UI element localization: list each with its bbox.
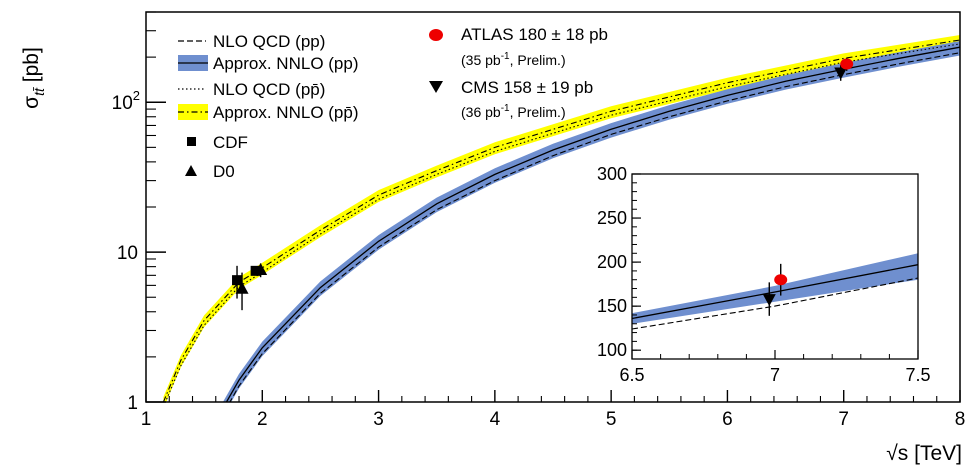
x-tick-label: 5 (606, 409, 617, 430)
cdf-point (232, 275, 243, 286)
inset-y-tick-label: 250 (597, 208, 627, 228)
x-tick-label: 6 (722, 409, 733, 430)
legend-right: ATLAS 180 ± 18 pb (35 pb-1, Prelim.) CMS… (429, 25, 608, 120)
inset-plot: 6.5 7 7.5 100 150 200 250 300 (597, 164, 931, 385)
atlas-point (840, 58, 854, 70)
x-axis-title: √s [TeV] (886, 442, 962, 465)
x-tick-label: 7 (838, 409, 849, 430)
cms-point (834, 67, 848, 80)
cdf-point (250, 265, 261, 276)
inset-y-tick-label: 100 (597, 340, 627, 360)
inset-cms-point (762, 294, 776, 307)
legend-note-atlas: (35 pb-1, Prelim.) (461, 51, 566, 68)
legend-label-atlas: ATLAS 180 ± 18 pb (461, 25, 608, 44)
inset-x-tick-label: 7 (770, 365, 780, 385)
y-axis-title: σtt̄ [pb] (20, 47, 47, 109)
cdf-marker-icon (187, 137, 196, 146)
line-nlo-pp (229, 52, 960, 402)
atlas-marker-icon (429, 29, 443, 41)
legend-label-cms: CMS 158 ± 19 pb (461, 78, 593, 97)
legend-label-cdf: CDF (213, 133, 248, 152)
inset-y-tick-label: 150 (597, 296, 627, 316)
x-tick-label: 4 (490, 409, 501, 430)
inset-band-nnlo-pp (632, 253, 918, 324)
x-tick-label: 3 (373, 409, 384, 430)
inset-line-nnlo-pp (632, 264, 918, 320)
y-tick-label: 10 (117, 243, 138, 264)
legend-label-nlo-ppbar: NLO QCD (pp̄) (213, 80, 325, 99)
cms-marker-icon (429, 81, 443, 93)
x-tick-label: 8 (955, 409, 966, 430)
x-tick-label: 2 (257, 409, 268, 430)
x-axis-ticks: 1 2 3 4 5 6 7 8 (141, 390, 966, 430)
legend-note-cms: (36 pb-1, Prelim.) (461, 103, 566, 120)
inset-y-tick-label: 300 (597, 164, 627, 184)
y-tick-label: 1 (127, 393, 138, 414)
inset-atlas-point (774, 274, 788, 286)
legend-label-nnlo-ppbar: Approx. NNLO (pp̄) (213, 103, 359, 122)
inset-x-tick-label: 6.5 (619, 365, 644, 385)
inset-line-nlo-pp (632, 277, 918, 330)
legend-label-d0: D0 (213, 162, 235, 181)
d0-point (254, 262, 268, 275)
data-points (232, 57, 854, 311)
line-nnlo-pp (225, 46, 960, 402)
inset-y-tick-label: 200 (597, 252, 627, 272)
line-nnlo-ppbar (162, 39, 960, 402)
y-tick-label: 102 (112, 88, 140, 114)
theory-curves (162, 39, 960, 402)
legend-label-nnlo-pp: Approx. NNLO (pp) (213, 54, 359, 73)
x-tick-label: 1 (141, 409, 152, 430)
y-axis-ticks: 1 10 102 (112, 11, 166, 414)
inset-x-tick-label: 7.5 (905, 365, 930, 385)
legend: NLO QCD (pp) Approx. NNLO (pp) NLO QCD (… (178, 32, 359, 181)
legend-label-nlo-pp: NLO QCD (pp) (213, 32, 325, 51)
d0-point (235, 281, 249, 294)
d0-marker-icon (185, 165, 197, 176)
